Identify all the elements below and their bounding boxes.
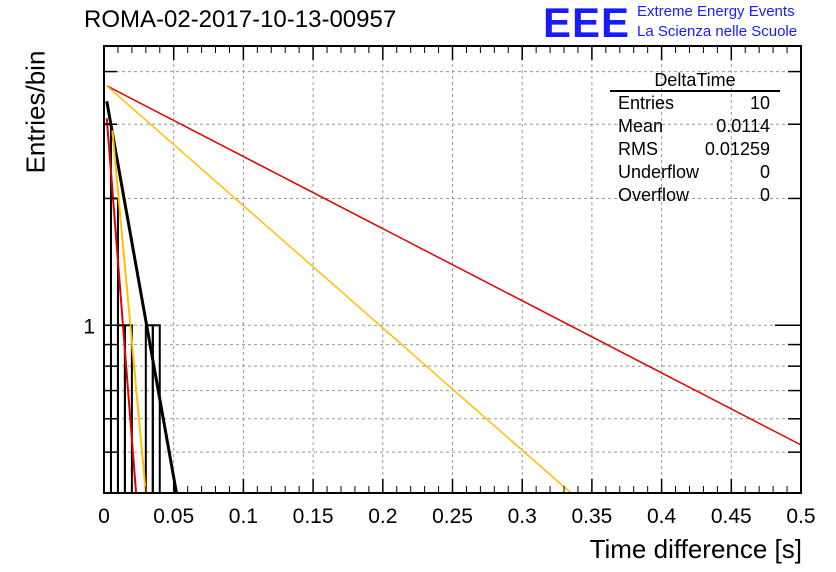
y-tick-label: 1 [83, 315, 95, 338]
stats-row-mean: Mean 0.0114 [612, 115, 780, 138]
histogram-bar [151, 324, 161, 495]
x-tick-label: 0.45 [711, 505, 752, 528]
x-tick-label: 0.25 [432, 505, 473, 528]
logo-subtitle-line2: La Scienza nelle Scuole [637, 23, 798, 40]
stats-label: RMS [618, 139, 658, 159]
x-tick-label: 0 [98, 505, 110, 528]
stats-value: 0.0114 [716, 116, 770, 136]
x-tick-label: 0.5 [786, 505, 815, 528]
fit-curves [105, 85, 802, 494]
x-tick-label: 0.3 [508, 505, 537, 528]
stats-title: DeltaTime [610, 70, 780, 92]
logo-subtitle-line1: Extreme Energy Events [637, 3, 795, 20]
x-tick-label: 0.35 [571, 505, 612, 528]
stats-box: DeltaTime Entries 10 Mean 0.0114 RMS 0.0… [610, 70, 780, 207]
x-axis-label: Time difference [s] [589, 534, 802, 564]
stats-value: 0 [759, 162, 770, 182]
stats-value: 10 [749, 93, 770, 113]
fit-curve-red [106, 85, 802, 446]
eee-logo: EEE [543, 0, 631, 46]
stats-value: 0.01259 [704, 139, 770, 159]
stats-row-overflow: Overflow 0 [612, 184, 780, 207]
histogram-bar [103, 123, 112, 495]
tick-labels: 0 0.05 0.1 0.15 0.2 0.25 0.3 0.35 0.4 0.45 0.5 1 [83, 315, 815, 528]
stats-label: Entries [618, 93, 675, 113]
x-tick-label: 0.2 [368, 505, 397, 528]
x-tick-label: 0.05 [153, 505, 194, 528]
stats-label: Underflow [618, 162, 700, 182]
y-axis-label: Entries/bin [20, 50, 51, 174]
histogram-bar [123, 324, 133, 495]
axis-ticks [103, 46, 802, 493]
stats-row-rms: RMS 0.01259 [612, 138, 780, 161]
run-title: ROMA-02-2017-10-13-00957 [84, 6, 397, 33]
histogram-bar [116, 324, 126, 495]
x-tick-label: 0.4 [647, 505, 677, 528]
x-tick-label: 0.15 [293, 505, 334, 528]
stats-label: Mean [618, 116, 664, 136]
fit-curve-black [105, 101, 178, 494]
fit-curve-red [105, 118, 138, 494]
stats-value: 0 [759, 185, 770, 205]
fit-curve-orange [106, 85, 572, 494]
stats-row-underflow: Underflow 0 [612, 161, 780, 184]
stats-row-entries: Entries 10 [612, 92, 780, 115]
fit-curve-orange [111, 130, 147, 494]
x-tick-label: 0.1 [229, 505, 258, 528]
stats-label: Overflow [618, 185, 690, 205]
